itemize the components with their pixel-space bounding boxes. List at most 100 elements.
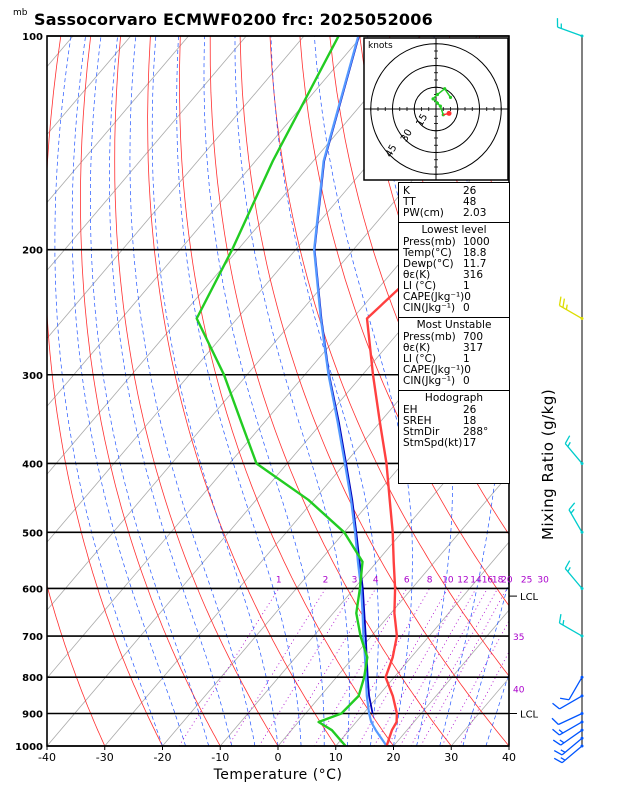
hodograph-index-value: 26 <box>463 404 477 416</box>
hodograph-index-row: StmSpd(kt) 17 <box>399 438 509 449</box>
hodograph-storm-motion-point <box>446 110 452 116</box>
dry-adiabat-line <box>114 36 279 746</box>
most-unstable-index-row: Press(mb) 700 <box>399 332 509 343</box>
wind-barb <box>551 712 584 726</box>
lowest-level-index-value: 0 <box>463 302 470 314</box>
lowest-level-index-label: Press(mb) <box>403 236 456 248</box>
wind-barb-flag <box>564 435 571 444</box>
mixing-ratio-line <box>373 588 464 746</box>
dry-adiabat-line <box>80 36 221 746</box>
pressure-tick-label: 900 <box>22 710 43 721</box>
hodograph-unit-label: knots <box>368 41 393 51</box>
isotherm-line <box>47 36 247 272</box>
general-index-row: K 26 <box>399 186 509 197</box>
mixing-ratio-line <box>459 651 509 746</box>
wind-barb-flag <box>558 296 562 306</box>
wind-barb-shaft <box>559 721 583 736</box>
pressure-tick-label: 600 <box>22 584 43 595</box>
hodograph-index-label: StmSpd(kt) <box>403 437 463 449</box>
temperature-tick-label: 10 <box>329 751 343 764</box>
wind-barb-flag <box>560 697 570 701</box>
temperature-profile-line <box>365 184 509 746</box>
isotherm-line <box>47 36 132 136</box>
moist-adiabat-line <box>90 36 210 746</box>
temperature-tick-label: -10 <box>211 751 229 764</box>
mixing-ratio-line <box>357 588 449 746</box>
lowest-level-index-label: Dewp(°C) <box>403 258 454 270</box>
dry-adiabat-line <box>269 36 509 677</box>
wind-barb-shaft <box>568 676 583 701</box>
isotherm-line <box>277 473 509 746</box>
most-unstable-index-row: CAPE(Jkg⁻¹) 0 <box>399 365 509 376</box>
mixing-ratio-line <box>387 588 477 746</box>
background-lines <box>47 36 618 746</box>
pressure-tick-label: 700 <box>22 632 43 643</box>
hodograph-index-row: EH 26 <box>399 405 509 416</box>
wind-barb-shaft <box>559 304 583 320</box>
isotherm-line <box>47 36 363 407</box>
wind-barb-flag <box>558 614 562 624</box>
wind-barb-half-flag <box>567 566 571 572</box>
most-unstable-index-value: 0 <box>463 375 470 387</box>
lowest-level-index-value: 1 <box>463 280 470 292</box>
lowest-level-index-label: θε(K) <box>403 269 431 281</box>
pressure-tick-label: 100 <box>22 32 43 43</box>
mixing-ratio-label: 12 <box>457 575 468 585</box>
most-unstable-index-label: θε(K) <box>403 342 431 354</box>
mixing-ratio-label: 1 <box>276 575 282 585</box>
mixing-ratio-label: 4 <box>373 575 379 585</box>
profiles <box>195 36 509 746</box>
mixing-ratio-line <box>228 588 326 746</box>
mixing-ratio-label: 20 <box>501 575 513 585</box>
wind-barb <box>558 614 584 638</box>
wind-barb <box>560 675 584 701</box>
temperature-tick-label: 20 <box>387 751 401 764</box>
lcl-label: LCL <box>520 592 539 603</box>
most-unstable-index-value: 317 <box>463 342 484 354</box>
hodograph-point <box>435 101 440 105</box>
dry-adiabat-line <box>599 36 618 746</box>
moist-adiabat-line <box>234 36 350 746</box>
wind-barb-shaft <box>557 26 583 37</box>
isotherm-line <box>47 36 189 204</box>
wind-barb-flag <box>553 757 563 764</box>
hodograph-ring-label: 15 <box>414 112 430 129</box>
wind-barb-column <box>551 18 584 764</box>
wind-barb-flag <box>562 298 566 308</box>
wind-barb-base-dot <box>580 586 584 590</box>
wind-barb-shaft <box>561 745 583 764</box>
moist-adiabat-line <box>54 36 163 746</box>
pressure-tick-label: 1000 <box>15 742 43 753</box>
general-indices: K 26 TT 48 PW(cm) 2.03 <box>399 183 509 219</box>
hodograph-index-label: EH <box>403 404 418 416</box>
wind-barb-flag <box>552 728 560 736</box>
wind-barb-base-dot <box>580 34 584 38</box>
general-index-row: PW(cm) 2.03 <box>399 208 509 219</box>
pressure-tick-label: 400 <box>22 459 43 470</box>
hodograph-index-label: StmDir <box>403 426 440 438</box>
pressure-tick-label: 200 <box>22 246 43 257</box>
hodograph-point <box>448 95 453 99</box>
wind-barb <box>558 296 584 321</box>
mixing-ratio-line <box>420 588 508 746</box>
wind-barb-half-flag <box>559 739 565 744</box>
moist-adiabat-line <box>151 36 279 746</box>
temperature-tick-label: -30 <box>96 751 114 764</box>
lowest-level-index-label: CAPE(Jkg⁻¹) <box>403 291 465 303</box>
wind-barb-half-flag <box>570 508 575 514</box>
lowest-level-index-value: 0 <box>464 291 471 303</box>
mixing-ratio-label: 3 <box>352 575 358 585</box>
isotherm-line <box>219 405 509 746</box>
general-index-row: TT 48 <box>399 197 509 208</box>
general-index-value: 26 <box>463 185 477 197</box>
wind-barb-half-flag <box>560 749 566 753</box>
dry-adiabat-line <box>209 36 452 746</box>
dewpoint-profile-line <box>195 36 369 746</box>
general-index-label: K <box>403 185 410 197</box>
lowest-level-index-label: LI (°C) <box>403 280 437 292</box>
chart-title: Sassocorvaro ECMWF0200 frc: 2025052006 <box>34 10 433 29</box>
most-unstable-index-value: 0 <box>464 364 471 376</box>
